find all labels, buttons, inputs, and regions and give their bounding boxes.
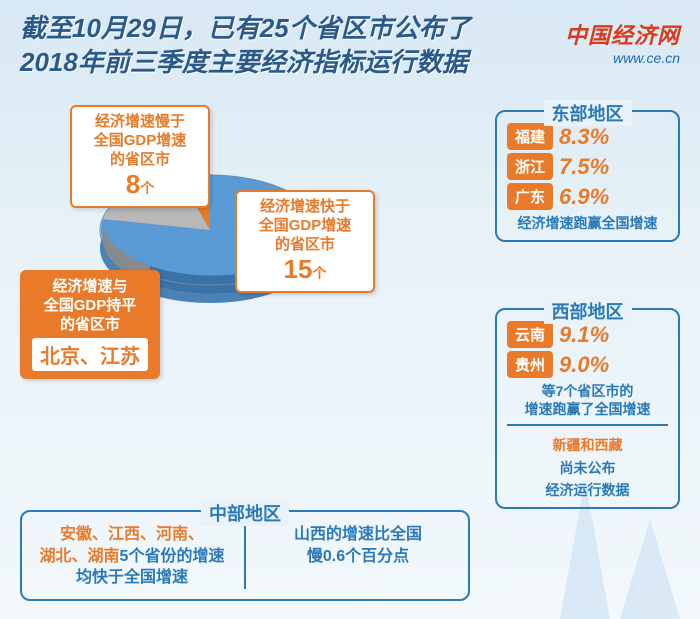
east-prov-row: 福建8.3%: [507, 123, 668, 150]
central-region-box: 中部地区 安徽、江西、河南、 湖北、湖南5个省份的增速 均快于全国增速 山西的增…: [20, 510, 470, 601]
east-title: 东部地区: [544, 100, 632, 126]
central-left: 安徽、江西、河南、 湖北、湖南5个省份的增速 均快于全国增速: [32, 524, 232, 589]
west-title: 西部地区: [544, 298, 632, 324]
east-note: 经济增速跑赢全国增速: [507, 214, 668, 232]
west-region-box: 西部地区 云南9.1% 贵州9.0% 等7个省区市的增速跑赢了全国增速 新疆和西…: [495, 308, 680, 509]
logo-url: www.ce.cn: [565, 50, 680, 66]
central-divider: [244, 524, 246, 589]
west-sub: 新疆和西藏 尚未公布 经济运行数据: [507, 424, 668, 499]
site-logo: 中国经济网 www.ce.cn: [565, 18, 680, 66]
callout-slower: 经济增速慢于 全国GDP增速 的省区市 8个: [70, 105, 210, 208]
west-note1: 等7个省区市的增速跑赢了全国增速: [507, 382, 668, 418]
east-prov-row: 广东6.9%: [507, 183, 668, 210]
callout-equal: 经济增速与 全国GDP持平 的省区市 北京、江苏: [20, 270, 160, 379]
logo-text: 中国经济网: [565, 18, 680, 50]
central-right: 山西的增速比全国慢0.6个百分点: [258, 524, 458, 589]
callout-faster: 经济增速快于 全国GDP增速 的省区市 15个: [235, 190, 375, 293]
west-prov-row: 云南9.1%: [507, 321, 668, 348]
central-title: 中部地区: [201, 500, 289, 526]
pie-chart-area: 经济增速慢于 全国GDP增速 的省区市 8个 经济增速快于 全国GDP增速 的省…: [30, 115, 390, 395]
east-region-box: 东部地区 福建8.3% 浙江7.5% 广东6.9% 经济增速跑赢全国增速: [495, 110, 680, 242]
east-prov-row: 浙江7.5%: [507, 153, 668, 180]
west-prov-row: 贵州9.0%: [507, 351, 668, 378]
